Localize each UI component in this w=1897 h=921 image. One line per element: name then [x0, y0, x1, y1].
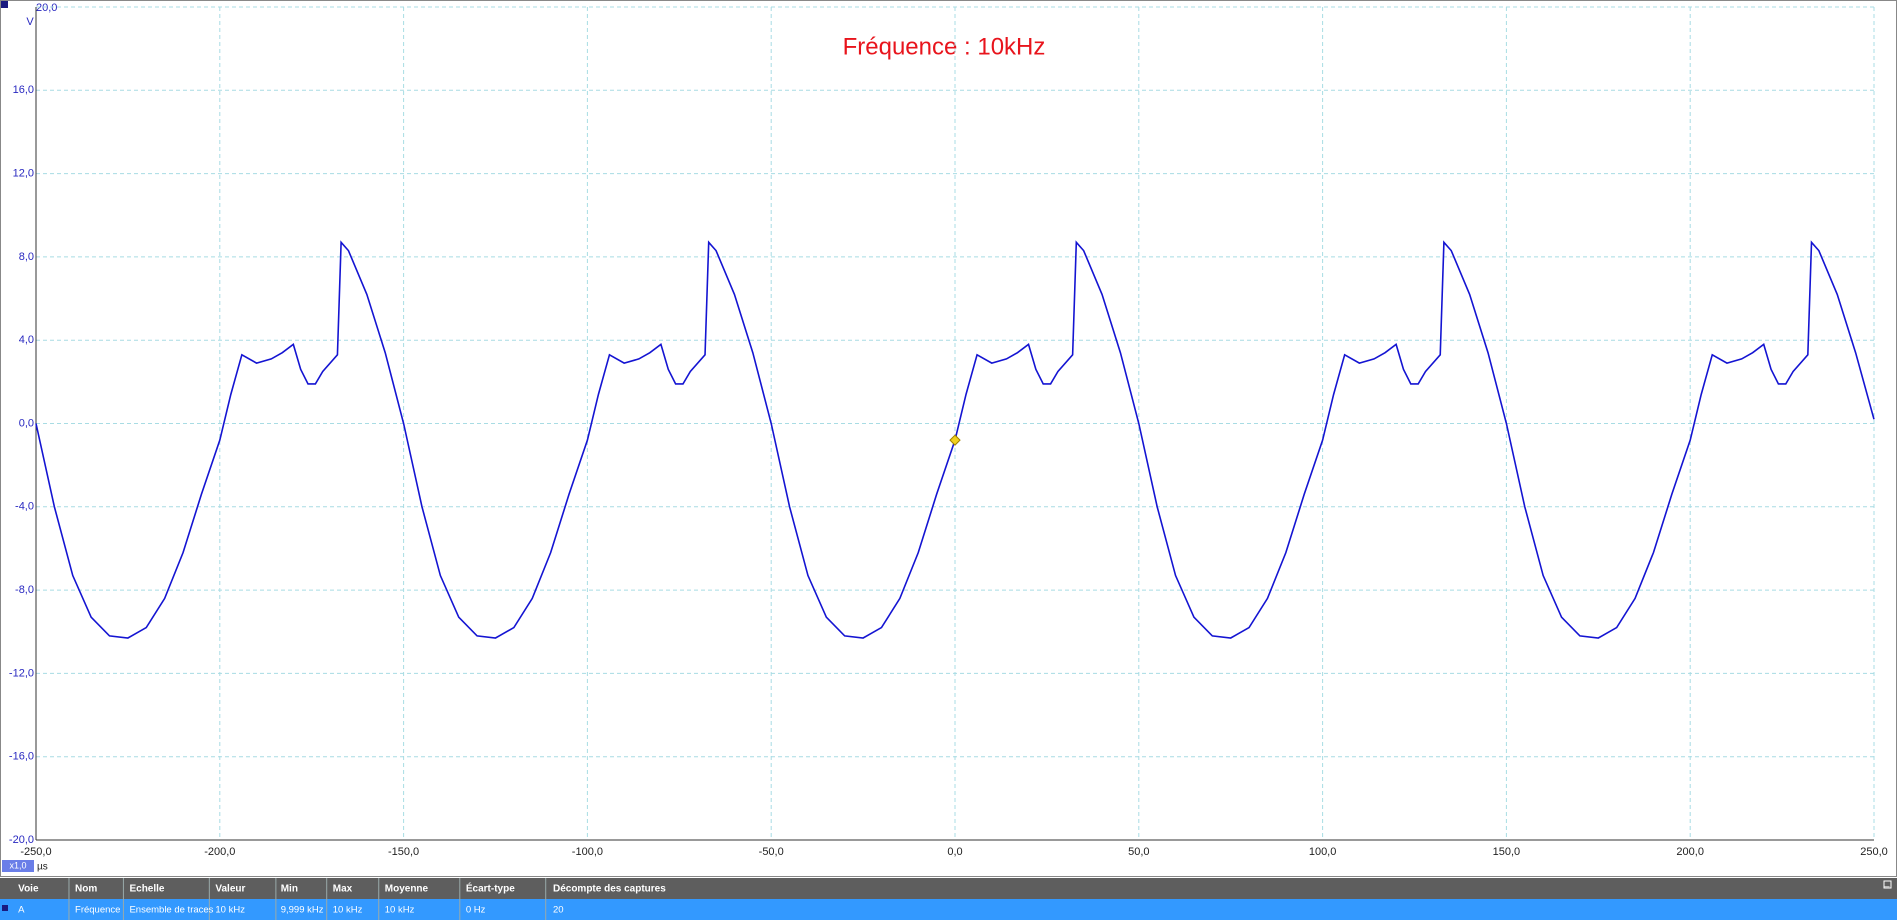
x-tick-label: -200,0 [204, 846, 235, 858]
x-tick-label: 200,0 [1676, 846, 1704, 858]
table-cell[interactable]: 9,999 kHz [281, 905, 324, 916]
column-header: Min [281, 884, 298, 895]
y-tick-label: -8,0 [15, 584, 34, 596]
y-tick-label: 16,0 [13, 84, 34, 96]
column-header: Moyenne [385, 884, 429, 895]
trigger-marker [949, 434, 961, 446]
y-tick-label: -16,0 [9, 751, 34, 763]
column-header: Echelle [129, 884, 164, 895]
table-cell[interactable]: Ensemble de traces [129, 905, 213, 916]
column-header: Max [333, 884, 353, 895]
y-tick-label: -12,0 [9, 667, 34, 679]
column-header: Valeur [215, 884, 245, 895]
minimize-button[interactable]: – [1884, 882, 1890, 893]
zoom-box[interactable] [2, 860, 34, 872]
x-tick-label: 250,0 [1860, 846, 1888, 858]
x-tick-label: 0,0 [947, 846, 962, 858]
table-cell[interactable]: Fréquence [75, 905, 120, 916]
x-tick-label: -250,0 [20, 846, 51, 858]
zoom-label[interactable]: x1,0 [9, 860, 26, 870]
column-header: Décompte des captures [553, 884, 666, 895]
y-axis-top: 20,0 [36, 2, 57, 14]
table-row[interactable] [0, 899, 1897, 920]
table-cell[interactable]: A [18, 905, 25, 916]
x-unit: µs [37, 862, 48, 873]
x-tick-label: 150,0 [1493, 846, 1521, 858]
table-cell[interactable]: 0 Hz [466, 905, 486, 916]
y-unit: V [26, 16, 34, 28]
trace [35, 240, 1875, 639]
x-tick-label: -100,0 [572, 846, 603, 858]
maximize-button[interactable] [1883, 880, 1892, 889]
y-tick-label: -20,0 [9, 834, 34, 846]
annotation: Fréquence : 10kHz [843, 33, 1046, 60]
column-header: Nom [75, 884, 97, 895]
x-tick-label: -50,0 [759, 846, 784, 858]
y-tick-label: 8,0 [19, 251, 34, 263]
channel-icon [1, 1, 8, 8]
x-tick-label: -150,0 [388, 846, 419, 858]
table-cell[interactable]: 10 kHz [215, 905, 245, 916]
row-icon [2, 905, 8, 911]
table-cell[interactable]: 10 kHz [385, 905, 415, 916]
column-header: Écart-type [466, 882, 515, 895]
y-tick-label: 0,0 [19, 417, 34, 429]
column-header: Voie [18, 884, 39, 895]
y-tick-label: -4,0 [15, 501, 34, 513]
y-tick-label: 12,0 [13, 168, 34, 180]
x-tick-label: 50,0 [1128, 846, 1149, 858]
table-cell[interactable]: 20 [553, 905, 564, 916]
table-header [0, 878, 1897, 899]
y-tick-label: 4,0 [19, 334, 34, 346]
table-cell[interactable]: 10 kHz [333, 905, 363, 916]
x-tick-label: 100,0 [1309, 846, 1337, 858]
